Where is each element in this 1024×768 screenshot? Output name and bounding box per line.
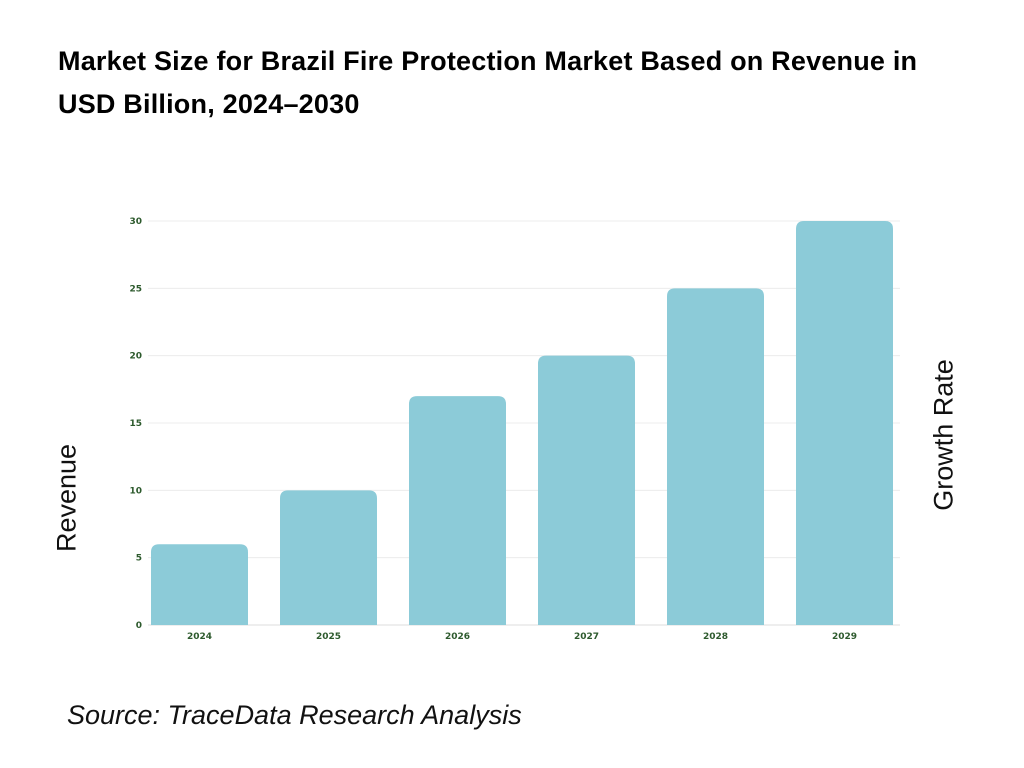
x-tick-label: 2024 xyxy=(187,632,212,642)
bar-2025 xyxy=(280,490,377,625)
source-note: Source: TraceData Research Analysis xyxy=(67,700,522,730)
bar-2024 xyxy=(151,544,248,625)
y-tick-label: 20 xyxy=(129,352,142,362)
x-tick-label: 2025 xyxy=(316,632,341,642)
bar-2028 xyxy=(667,288,764,625)
y-tick-label: 15 xyxy=(129,419,142,429)
y-tick-label: 5 xyxy=(136,554,142,564)
y-tick-label: 10 xyxy=(129,486,142,496)
y-tick-label: 25 xyxy=(129,284,142,294)
y-tick-label: 0 xyxy=(136,621,142,631)
bar-2027 xyxy=(538,355,635,625)
chart-title: Market Size for Brazil Fire Protection M… xyxy=(58,46,918,119)
x-tick-label: 2028 xyxy=(703,632,728,642)
bar-2026 xyxy=(409,396,506,625)
x-tick-label: 2026 xyxy=(445,632,470,642)
y-tick-label: 30 xyxy=(129,217,142,227)
x-tick-label: 2029 xyxy=(832,632,857,642)
x-tick-label: 2027 xyxy=(574,632,599,642)
bar-2029 xyxy=(796,221,893,625)
